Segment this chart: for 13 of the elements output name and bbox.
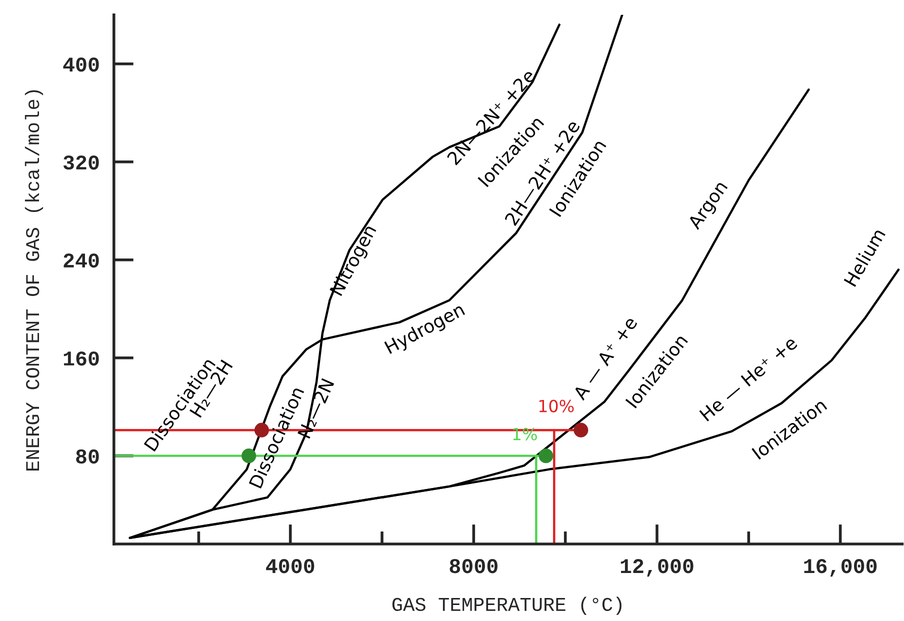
- y-tick-label: 400: [63, 58, 99, 72]
- x-tick-label: 12,000: [620, 559, 694, 577]
- y-tick-label: 320: [63, 155, 99, 170]
- annotation: 1%: [513, 428, 537, 440]
- annotation: 10%: [539, 400, 574, 412]
- x-axis-title: GAS TEMPERATURE (°C): [392, 596, 622, 615]
- x-tick-label: 16,000: [804, 559, 877, 577]
- x-tick-label: 8000: [450, 559, 498, 574]
- y-axis-title: ENERGY CONTENT OF GAS (kcal/mole): [24, 90, 44, 470]
- y-tick-label: 240: [64, 253, 99, 268]
- x-tick-label: 4000: [266, 559, 314, 574]
- y-tick-label: 160: [64, 351, 99, 366]
- y-tick-label: 80: [76, 449, 99, 464]
